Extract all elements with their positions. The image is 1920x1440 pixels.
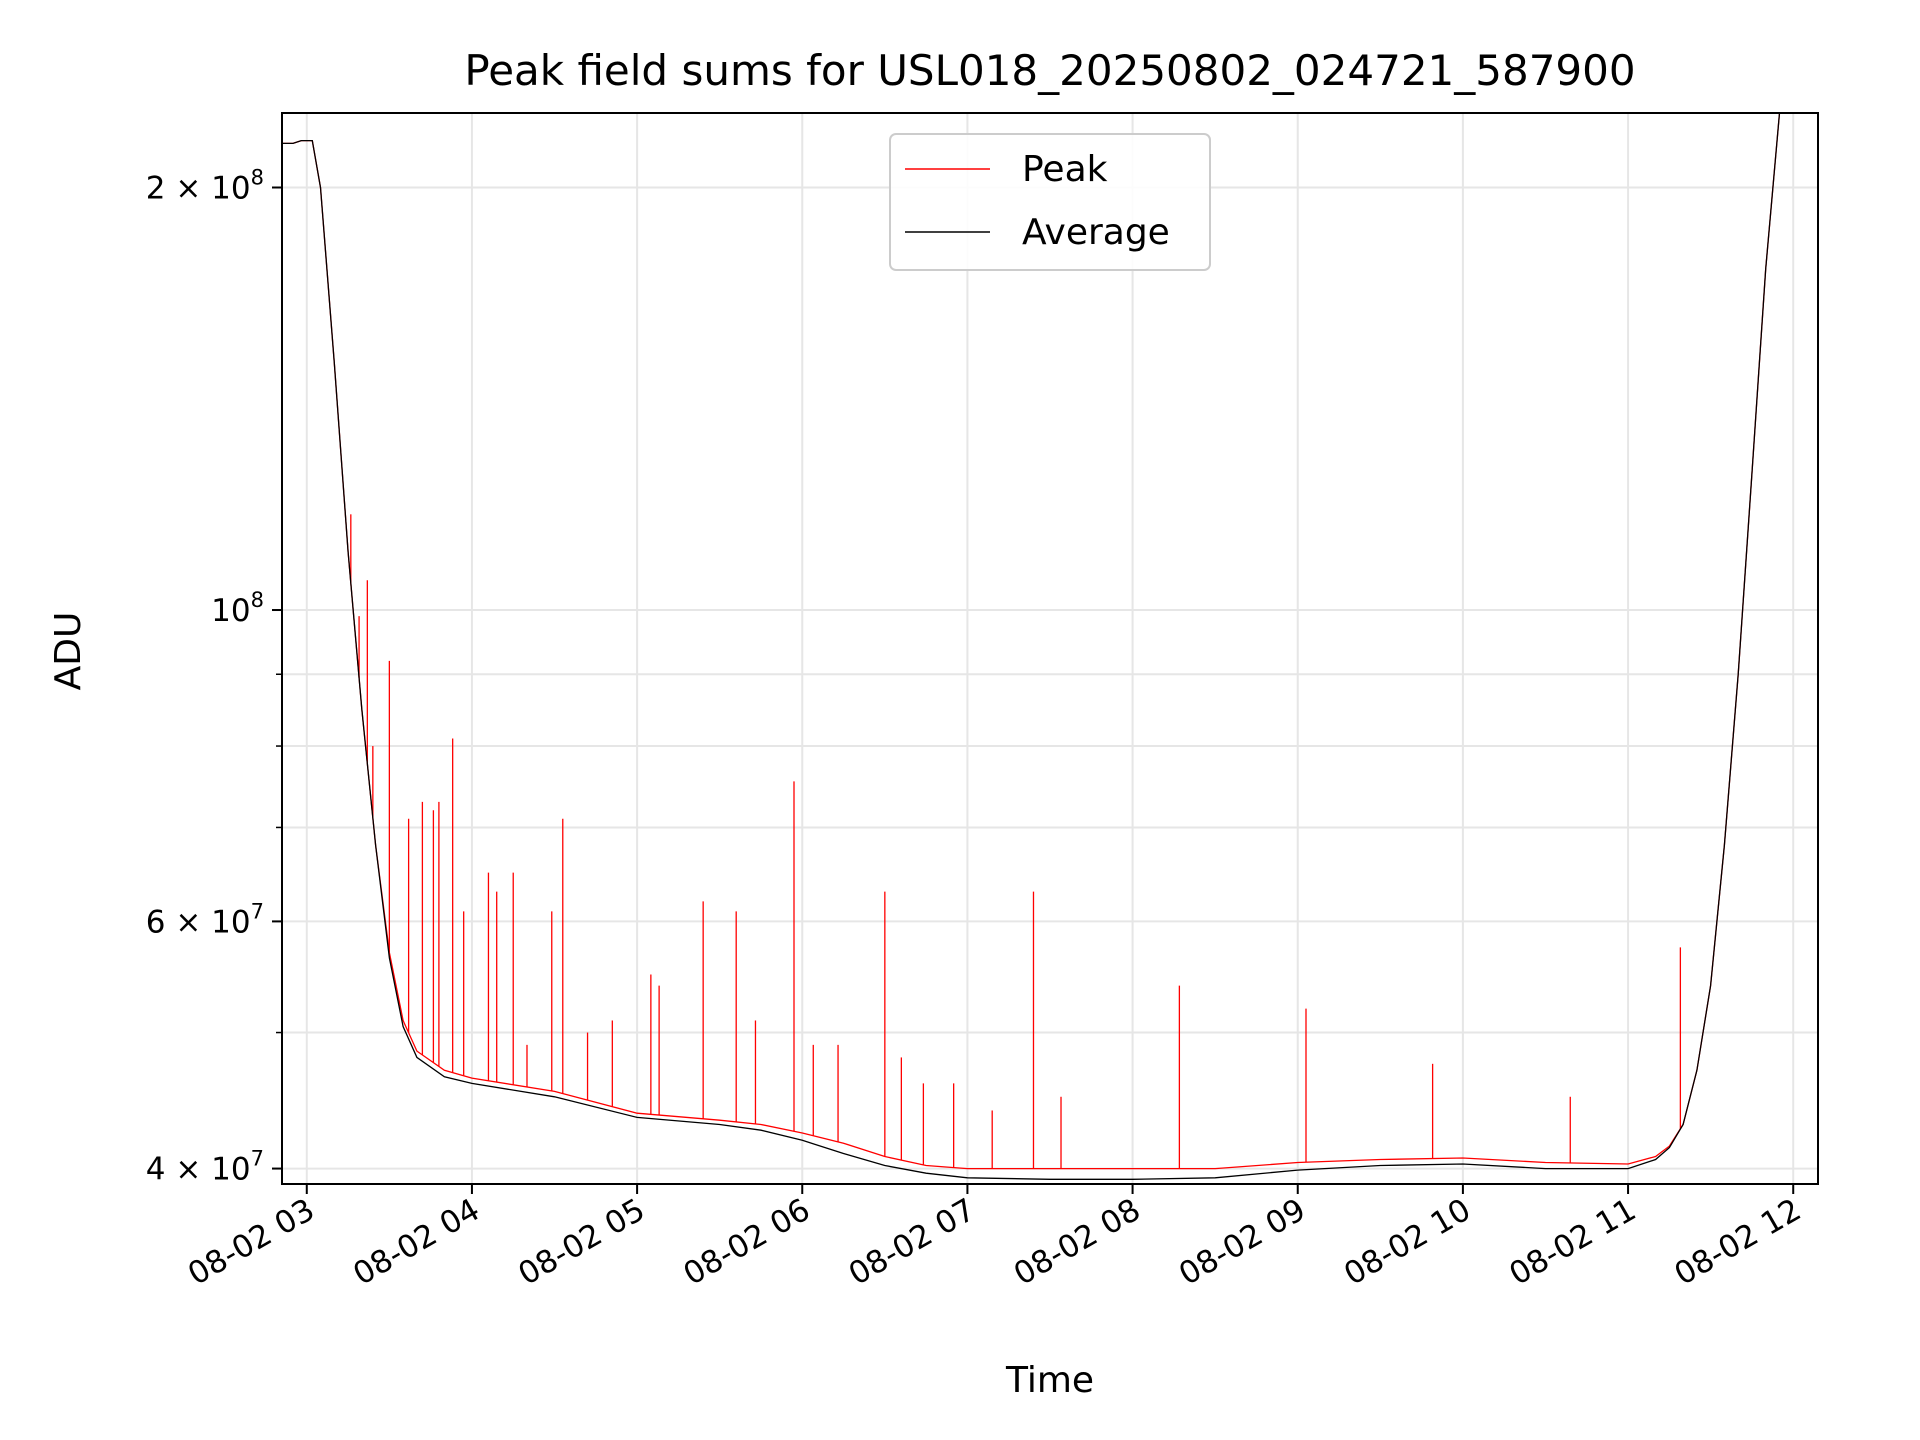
y-tick-label-base: 10: [211, 593, 250, 629]
x-tick-label: 08-02 05: [512, 1192, 651, 1293]
series-spikes-peak: [350, 514, 1682, 1169]
x-tick-label: 08-02 03: [182, 1192, 321, 1293]
y-tick-label: 2 × 108: [146, 166, 264, 207]
grid: [282, 113, 1818, 1184]
plot-frame: [281, 112, 1819, 1185]
x-tick-label: 08-02 08: [1008, 1192, 1147, 1293]
x-tick-label: 08-02 10: [1338, 1192, 1477, 1293]
x-tick-label: 08-02 11: [1503, 1192, 1642, 1293]
x-axis-label: Time: [1005, 1360, 1094, 1401]
legend-label-average: Average: [1022, 212, 1170, 253]
legend-box: [889, 133, 1211, 271]
plot-area: [282, 112, 1818, 1180]
x-tick-label: 08-02 04: [347, 1192, 486, 1293]
chart-title: Peak field sums for USL018_20250802_0247…: [464, 46, 1635, 95]
series-line-average: [282, 112, 1818, 1180]
y-tick-label-exponent: 7: [251, 899, 264, 923]
x-axis: 08-02 03 08-02 04 08-02 05 08-02 06 08-02 07…: [182, 1184, 1807, 1293]
y-tick-label-exponent: 8: [251, 588, 264, 612]
x-tick-label: 08-02 06: [678, 1192, 817, 1293]
x-tick-label: 08-02 09: [1173, 1192, 1312, 1293]
x-tick-label: 08-02 12: [1669, 1192, 1808, 1293]
y-tick-label: 108: [211, 588, 264, 629]
y-tick-label-base: 2 × 10: [146, 171, 251, 207]
y-tick-label-base: 6 × 10: [146, 904, 251, 940]
series-line-peak: [282, 112, 1818, 1170]
x-tick-label: 08-02 07: [843, 1192, 982, 1293]
legend-label-peak: Peak: [1022, 149, 1108, 190]
y-axis-label: ADU: [48, 612, 89, 691]
y-tick-label-exponent: 7: [251, 1147, 264, 1171]
legend: Peak Average: [889, 133, 1211, 271]
y-tick-label-base: 4 × 10: [146, 1152, 251, 1188]
y-tick-label: 4 × 107: [146, 1147, 264, 1188]
y-tick-label: 6 × 107: [146, 899, 264, 940]
y-tick-label-exponent: 8: [251, 166, 264, 190]
